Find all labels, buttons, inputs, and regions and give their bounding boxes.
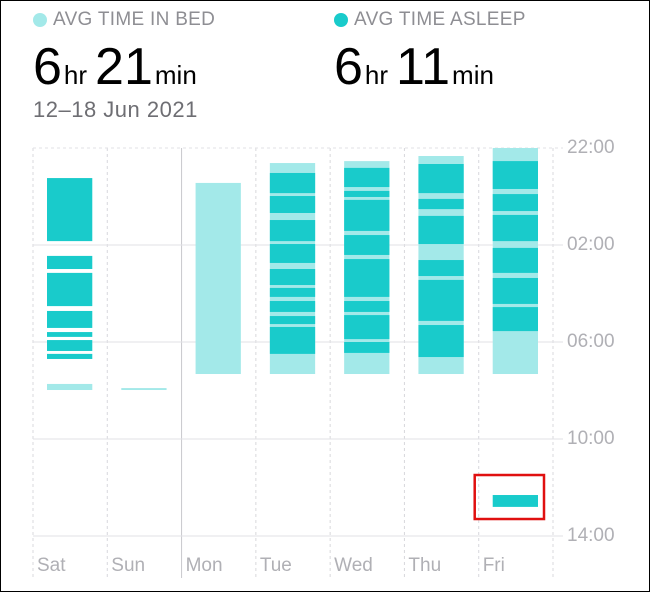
sleep-bar [269, 269, 316, 286]
sleep-bar [344, 235, 390, 255]
sleep-bar [269, 301, 316, 312]
sleep-bar [269, 244, 316, 263]
legend-item: AVG TIME IN BED [33, 9, 215, 31]
sleep-bar [418, 164, 464, 194]
sleep-bar [344, 259, 390, 297]
legend-item: AVG TIME ASLEEP [334, 9, 526, 31]
sleep-bar [269, 172, 316, 194]
summary-in-bed: AVG TIME IN BED 6hr 21min [33, 9, 215, 97]
avg-value: 6hr 11min [334, 37, 526, 97]
sleep-bar [344, 199, 390, 231]
x-tick-label: Sun [111, 555, 145, 576]
minutes: 21 [95, 38, 153, 96]
y-tick-label: 14:00 [567, 525, 615, 546]
sleep-bar [195, 182, 241, 375]
sleep-bar [269, 196, 316, 213]
hours: 6 [334, 38, 363, 96]
unit: hr [63, 60, 88, 90]
sleep-bar [47, 332, 93, 337]
sleep-bar [47, 310, 93, 328]
sleep-bar [492, 247, 538, 273]
legend-label: AVG TIME ASLEEP [354, 9, 526, 30]
sleep-bar [47, 272, 93, 307]
sleep-bar [418, 279, 464, 321]
sleep-bar [418, 215, 464, 245]
y-tick-label: 10:00 [567, 428, 615, 449]
sleep-bar [344, 301, 390, 312]
x-tick-label: Thu [408, 555, 441, 576]
sleep-bar [47, 178, 93, 242]
sleep-bar [492, 161, 538, 189]
legend-dot [33, 13, 47, 27]
sleep-bar [344, 167, 390, 188]
x-tick-label: Tue [260, 555, 292, 576]
highlight-box [473, 473, 546, 521]
x-tick-label: Mon [186, 555, 223, 576]
y-tick-label: 06:00 [567, 331, 615, 352]
unit: hr [364, 60, 389, 90]
sleep-bar [344, 342, 390, 353]
x-tick-label: Fri [483, 555, 505, 576]
sleep-bar [418, 260, 464, 277]
hours: 6 [33, 38, 62, 96]
x-tick-label: Sat [37, 555, 66, 576]
sleep-bar [492, 307, 538, 332]
sleep-bar [47, 255, 93, 270]
sleep-bar [269, 287, 316, 297]
sleep-bar [269, 326, 316, 354]
sleep-bar [47, 353, 93, 359]
unit: min [452, 60, 494, 90]
avg-value: 6hr 21min [33, 37, 215, 97]
y-tick-label: 22:00 [567, 137, 615, 158]
sleep-bar [492, 277, 538, 304]
sleep-bar [492, 495, 538, 507]
sleep-bar [269, 316, 316, 325]
sleep-bar [47, 340, 93, 351]
sleep-bar [418, 325, 464, 358]
date-range: 12–18 Jun 2021 [33, 97, 198, 122]
sleep-bar [47, 383, 93, 391]
unit: min [154, 60, 197, 90]
sleep-bar [418, 198, 464, 210]
summary-asleep: AVG TIME ASLEEP 6hr 11min [334, 9, 526, 97]
legend-dot [334, 13, 348, 27]
sleep-bar [269, 220, 316, 242]
x-tick-label: Wed [334, 555, 373, 576]
minutes: 11 [396, 38, 451, 96]
sleep-bar [121, 388, 167, 391]
sleep-bar [344, 315, 390, 340]
sleep-bar [492, 214, 538, 242]
sleep-bar [492, 194, 538, 212]
y-tick-label: 02:00 [567, 234, 615, 255]
sleep-bar [344, 190, 390, 197]
legend-label: AVG TIME IN BED [53, 9, 216, 30]
